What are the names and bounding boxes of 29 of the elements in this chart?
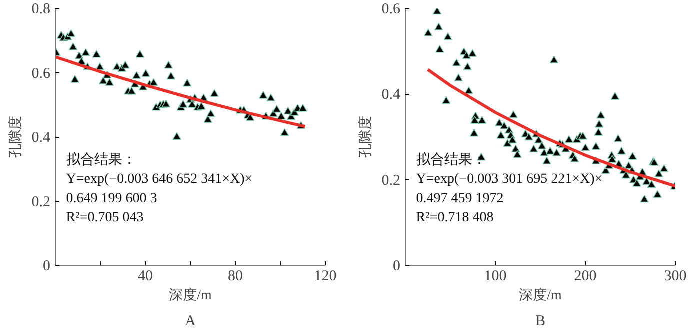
y-axis-title: 孔隙度 [358,116,374,158]
y-tick-label: 0.6 [382,2,401,18]
x-axis-title: 深度/m [519,288,562,304]
annotation: Y=exp(−0.003 646 652 341×X)× [66,172,253,188]
y-tick-label: 0 [393,258,400,274]
y-axis-title: 孔隙度 [8,116,24,158]
text: B [536,314,546,330]
text: A [185,314,196,330]
x-tick-label: 200 [574,268,597,284]
annotation: 0.649 199 600 3 [66,191,158,206]
y-tick-label: 0 [43,258,50,274]
x-tick-label: 40 [138,268,153,284]
annotation: Y=exp(−0.003 301 695 221×X)× [416,172,603,188]
x-tick-label: 100 [484,268,507,284]
x-axis-title: 深度/m [169,288,212,304]
y-tick-label: 0.8 [32,2,50,18]
annotation: 拟合结果： [416,152,486,168]
annotation: R²=0.718 408 [416,210,494,226]
x-tick-label: 300 [664,268,687,284]
y-tick-label: 0.2 [32,194,50,210]
x-tick-label: 80 [228,268,243,284]
annotation: R²=0.705 043 [66,210,144,226]
x-tick-label: 120 [314,268,337,284]
annotation: 0.497 459 1972 [416,191,504,206]
y-tick-label: 0.2 [382,172,400,189]
y-tick-label: 0.4 [32,130,51,146]
y-tick-label: 0.4 [382,87,401,104]
y-tick-label: 0.6 [32,66,51,82]
annotation: 拟合结果： [66,152,136,168]
